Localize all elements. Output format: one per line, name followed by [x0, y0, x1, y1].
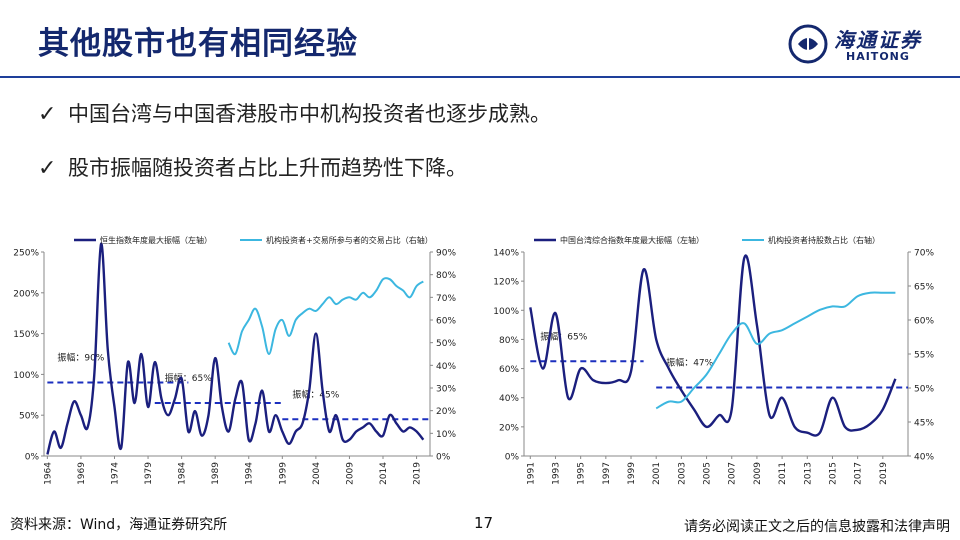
x-tick-label: 2014 — [379, 462, 389, 485]
y-right-tick-label: 50% — [436, 339, 456, 349]
y-left-tick-label: 100% — [13, 371, 39, 381]
y-left-tick-label: 50% — [19, 412, 39, 422]
x-tick-label: 2015 — [828, 462, 838, 485]
reference-line-label: 振幅：47% — [666, 357, 713, 369]
y-right-tick-label: 90% — [436, 249, 456, 259]
logo-text-en: HAITONG — [846, 50, 910, 63]
title-divider — [0, 76, 960, 78]
reference-line-label: 振幅：90% — [57, 352, 104, 364]
y-left-tick-label: 0% — [25, 453, 40, 463]
y-right-tick-label: 65% — [914, 283, 934, 293]
y-right-tick-label: 30% — [436, 385, 456, 395]
x-tick-label: 1984 — [178, 462, 188, 485]
x-tick-label: 1993 — [551, 462, 561, 485]
x-tick-label: 2009 — [753, 462, 763, 485]
legend-label-1: 恒生指数年度最大振幅（左轴） — [100, 235, 212, 245]
y-left-tick-label: 100% — [493, 307, 519, 317]
bullet-text: 中国台湾与中国香港股市中机构投资者也逐步成熟。 — [68, 102, 551, 126]
x-tick-label: 2005 — [703, 462, 713, 485]
haitong-logo: 海通证券 HAITONG — [788, 24, 938, 68]
y-right-tick-label: 40% — [914, 453, 934, 463]
bullet-2: ✓ 股市振幅随投资者占比上升而趋势性下降。 — [38, 152, 467, 182]
y-left-tick-label: 150% — [13, 330, 39, 340]
x-tick-label: 1989 — [211, 462, 221, 485]
y-left-tick-label: 250% — [13, 249, 39, 259]
reference-line-label: 振幅：45% — [292, 388, 339, 400]
x-tick-label: 2007 — [728, 462, 738, 485]
y-right-tick-label: 60% — [914, 317, 934, 327]
x-tick-label: 1974 — [110, 462, 120, 485]
y-right-tick-label: 0% — [436, 453, 451, 463]
y-right-tick-label: 40% — [436, 362, 456, 372]
tw-amplitude-chart: 0% 20% 40% 60% 80% 100% 120% 140% 40% 45% 50% 55% 60… — [493, 235, 934, 485]
y-right-tick-label: 45% — [914, 419, 934, 429]
reference-line-label: 振幅：65% — [165, 372, 212, 384]
x-tick-label: 1969 — [77, 462, 87, 485]
y-right-tick-label: 60% — [436, 317, 456, 327]
x-tick-label: 2017 — [854, 462, 864, 485]
y-right-tick-label: 50% — [914, 385, 934, 395]
y-left-tick-label: 60% — [499, 365, 519, 375]
page-title: 其他股市也有相同经验 — [38, 26, 358, 62]
y-left-tick-label: 200% — [13, 289, 39, 299]
x-tick-label: 1994 — [245, 462, 255, 485]
x-tick-label: 2013 — [803, 462, 813, 485]
y-left-tick-label: 20% — [499, 423, 519, 433]
page-number: 17 — [474, 514, 494, 532]
series-line-2 — [227, 277, 424, 356]
series-line-1 — [529, 254, 897, 437]
x-tick-label: 2011 — [778, 462, 788, 485]
hk-amplitude-chart: 0% 50% 100% 150% 200% 250% 0% 10% 20% 30% 40% 50% 60… — [13, 235, 456, 485]
x-tick-label: 1995 — [577, 462, 587, 485]
y-right-tick-label: 55% — [914, 351, 934, 361]
y-left-tick-label: 0% — [505, 453, 520, 463]
x-tick-label: 2003 — [677, 462, 687, 485]
y-left-tick-label: 40% — [499, 394, 519, 404]
logo-text-cn: 海通证券 — [834, 28, 922, 52]
reference-line-label: 振幅：65% — [540, 330, 587, 342]
series-line-1 — [46, 242, 425, 455]
y-right-tick-label: 70% — [436, 294, 456, 304]
legend-label-2: 机构投资者+交易所参与者的交易占比（右轴） — [266, 235, 433, 245]
x-tick-label: 1999 — [278, 462, 288, 485]
x-tick-label: 1997 — [602, 462, 612, 485]
checkmark-icon: ✓ — [38, 156, 57, 181]
legend-label-1: 中国台湾综合指数年度最大振幅（左轴） — [560, 235, 704, 245]
x-tick-label: 2019 — [413, 462, 423, 485]
x-tick-label: 1991 — [526, 462, 536, 485]
x-tick-label: 2001 — [652, 462, 662, 485]
legend-label-2: 机构投资者持股数占比（右轴） — [768, 235, 880, 245]
series-line-2 — [655, 291, 896, 410]
y-left-tick-label: 120% — [493, 278, 519, 288]
checkmark-icon: ✓ — [38, 102, 57, 127]
source-note: 资料来源：Wind，海通证券研究所 — [10, 517, 228, 533]
y-right-tick-label: 10% — [436, 430, 456, 440]
x-tick-label: 2019 — [879, 462, 889, 485]
x-tick-label: 2004 — [312, 462, 322, 485]
y-right-tick-label: 80% — [436, 271, 456, 281]
x-tick-label: 1964 — [43, 462, 53, 485]
y-right-tick-label: 20% — [436, 407, 456, 417]
x-tick-label: 2009 — [345, 462, 355, 485]
y-right-tick-label: 70% — [914, 249, 934, 259]
logo-emblem-icon — [788, 24, 828, 64]
bullet-1: ✓ 中国台湾与中国香港股市中机构投资者也逐步成熟。 — [38, 98, 551, 128]
x-tick-label: 1979 — [144, 462, 154, 485]
y-left-tick-label: 80% — [499, 336, 519, 346]
y-left-tick-label: 140% — [493, 249, 519, 259]
x-tick-label: 1999 — [627, 462, 637, 485]
disclaimer: 请务必阅读正文之后的信息披露和法律声明 — [684, 519, 950, 535]
bullet-text: 股市振幅随投资者占比上升而趋势性下降。 — [68, 156, 467, 180]
